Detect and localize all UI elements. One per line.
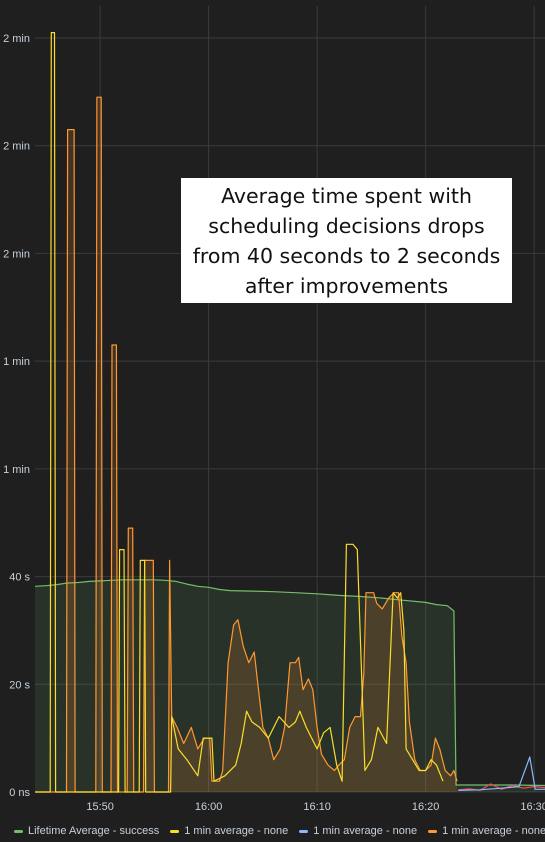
- legend-label: 1 min average - none: [313, 825, 418, 837]
- chart-annotation: Average time spent with scheduling decis…: [181, 178, 512, 303]
- x-tick-label: 16:00: [195, 801, 223, 813]
- x-axis: 15:50 16:00 16:10 16:20 16:30: [86, 801, 545, 813]
- y-tick-label: 2 min: [3, 141, 30, 153]
- series-3: [35, 96, 458, 793]
- legend-label: 1 min average - none: [442, 825, 545, 837]
- y-tick-label: 0 ns: [9, 787, 30, 799]
- y-axis: 0 ns 20 s 40 s 1 min 1 min 2 min 2 min 2 min: [3, 33, 30, 799]
- series-line: [458, 756, 545, 791]
- y-tick-label: 1 min: [3, 356, 30, 368]
- legend-item-1min-average-orange[interactable]: 1 min average - none: [428, 825, 545, 837]
- y-tick-label: 2 min: [3, 248, 30, 260]
- chart-legend: Lifetime Average - success 1 min average…: [0, 820, 545, 842]
- legend-label: Lifetime Average - success: [28, 825, 160, 837]
- x-tick-label: 16:20: [412, 801, 440, 813]
- legend-item-lifetime-average[interactable]: Lifetime Average - success: [14, 825, 159, 837]
- x-tick-label: 15:50: [86, 801, 114, 813]
- series-1: [35, 32, 444, 793]
- legend-item-1min-average-yellow[interactable]: 1 min average - none: [170, 825, 288, 837]
- series-line: [35, 96, 458, 793]
- series-4: [458, 783, 545, 791]
- y-tick-label: 2 min: [3, 33, 30, 45]
- legend-swatch: [299, 829, 309, 833]
- y-tick-label: 40 s: [9, 572, 30, 584]
- legend-label: 1 min average - none: [184, 825, 289, 837]
- series-area: [35, 579, 545, 792]
- legend-item-1min-average-blue[interactable]: 1 min average - none: [299, 825, 417, 837]
- legend-swatch: [14, 829, 23, 833]
- series-line: [35, 32, 444, 793]
- series-2: [458, 756, 545, 791]
- legend-swatch: [428, 829, 438, 833]
- y-tick-label: 20 s: [9, 679, 30, 691]
- x-tick-label: 16:30: [520, 801, 545, 813]
- series-line: [458, 783, 545, 791]
- legend-swatch: [170, 829, 180, 833]
- series-layer: [34, 32, 545, 793]
- x-tick-label: 16:10: [303, 801, 331, 813]
- y-tick-label: 1 min: [3, 464, 30, 476]
